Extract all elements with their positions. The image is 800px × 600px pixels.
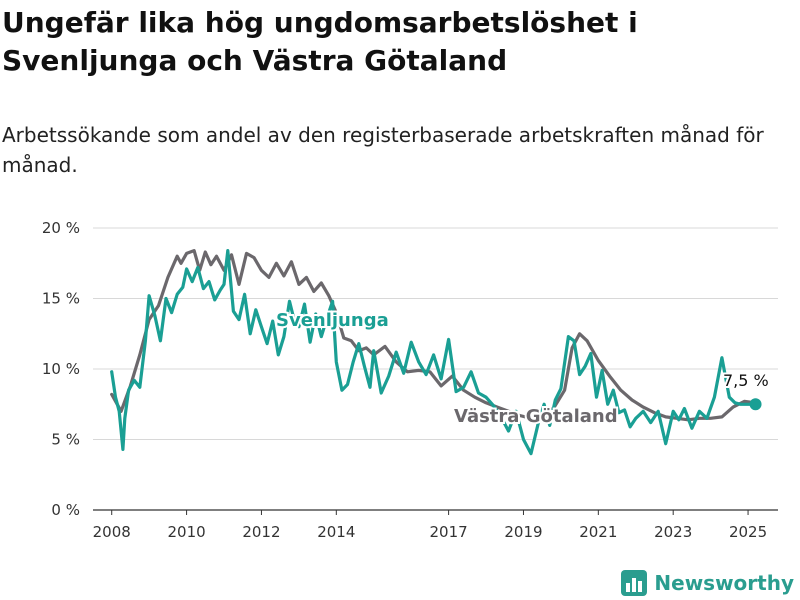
x-tick-label: 2014 — [317, 523, 355, 541]
x-tick-label: 2021 — [579, 523, 617, 541]
series-line-vastra-gotaland — [110, 249, 758, 422]
y-tick-label: 0 % — [51, 501, 80, 519]
x-tick-label: 2019 — [504, 523, 542, 541]
x-tick-label: 2023 — [654, 523, 692, 541]
y-tick-label: 15 % — [42, 290, 80, 308]
x-tick-label: 2008 — [93, 523, 131, 541]
series-label-vastra-gotaland: Västra Götaland — [454, 406, 618, 427]
x-tick-label: 2025 — [729, 523, 767, 541]
x-tick-label: 2017 — [430, 523, 468, 541]
chart-subtitle: Arbetssökande som andel av den registerb… — [2, 123, 764, 177]
y-tick-label: 5 % — [51, 431, 80, 449]
series-line-svenljunga — [110, 249, 758, 456]
x-tick-label: 2012 — [242, 523, 280, 541]
y-tick-label: 10 % — [42, 360, 80, 378]
page-title: Ungefär lika hög ungdomsarbetslöshet i S… — [2, 6, 638, 77]
bar-chart-icon — [621, 570, 648, 596]
line-chart: 0 % 5 % 10 % 15 % 20 % 2008 2010 2012 2014 2017 2… — [42, 219, 778, 541]
last-value-label: 7,5 % — [723, 371, 769, 390]
x-tick-label: 2010 — [167, 523, 205, 541]
brand-name: Newsworthy — [654, 571, 794, 595]
newsworthy-logo: Newsworthy — [621, 570, 794, 596]
last-value-marker — [749, 398, 762, 411]
series-label-svenljunga: Svenljunga — [276, 310, 389, 331]
y-tick-label: 20 % — [42, 219, 80, 237]
